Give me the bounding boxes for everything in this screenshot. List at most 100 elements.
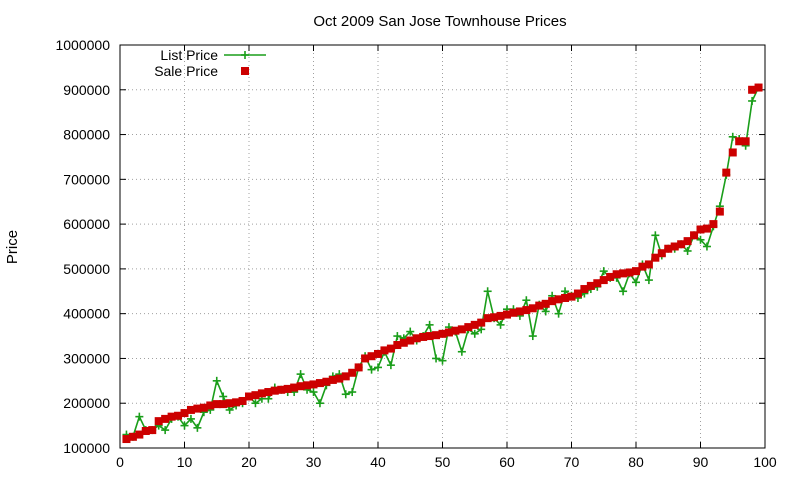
data-point xyxy=(296,382,305,391)
data-point xyxy=(380,346,389,355)
data-point xyxy=(212,400,221,409)
data-point xyxy=(245,392,253,401)
data-point xyxy=(438,356,447,365)
data-point xyxy=(509,308,518,317)
data-point xyxy=(412,334,421,343)
data-point xyxy=(322,377,331,386)
data-point xyxy=(296,370,305,379)
legend-label-list-price: List Price xyxy=(160,47,218,63)
data-point xyxy=(683,246,692,255)
data-point xyxy=(174,411,183,420)
data-point xyxy=(496,320,505,329)
data-point xyxy=(515,307,524,316)
data-point xyxy=(593,279,602,288)
data-point xyxy=(167,412,176,421)
data-point xyxy=(406,336,415,345)
x-tick-label: 0 xyxy=(116,454,124,470)
data-point xyxy=(186,414,195,423)
x-tick-label: 60 xyxy=(499,454,515,470)
data-point xyxy=(612,270,621,279)
legend-swatch-marker xyxy=(241,51,249,59)
y-tick-label: 500000 xyxy=(63,261,110,277)
legend-label-sale-price: Sale Price xyxy=(154,63,218,79)
data-point xyxy=(335,374,344,383)
data-point xyxy=(251,391,260,400)
data-point xyxy=(386,344,395,353)
data-point xyxy=(696,235,705,244)
data-point xyxy=(425,320,434,329)
data-point xyxy=(264,394,273,403)
data-point xyxy=(225,405,234,414)
series-sale-price xyxy=(122,83,763,444)
series-line xyxy=(126,87,760,438)
data-point xyxy=(457,325,466,334)
data-point xyxy=(619,287,628,296)
data-point xyxy=(664,244,673,253)
data-point xyxy=(470,329,479,338)
data-point xyxy=(219,392,228,401)
data-point xyxy=(477,318,486,327)
y-axis-label: Price xyxy=(4,230,21,264)
data-point xyxy=(677,240,686,249)
data-point xyxy=(315,399,324,408)
data-point xyxy=(541,307,550,316)
data-point xyxy=(735,137,744,146)
data-point xyxy=(606,272,615,281)
x-tick-label: 70 xyxy=(564,454,580,470)
data-point xyxy=(741,137,750,146)
data-point xyxy=(180,421,189,430)
x-tick-label: 30 xyxy=(306,454,322,470)
data-point xyxy=(393,341,402,350)
data-point xyxy=(496,311,505,320)
x-tick-label: 80 xyxy=(628,454,644,470)
axis-ticks: 0 10 20 30 40 50 60 70 80 90 100 100000 200000 300000… xyxy=(55,37,776,470)
data-point xyxy=(186,405,195,414)
data-point xyxy=(522,296,531,305)
y-tick-label: 300000 xyxy=(63,350,110,366)
data-point xyxy=(290,383,299,392)
data-point xyxy=(161,414,170,423)
data-point xyxy=(632,278,640,287)
data-point xyxy=(625,268,634,277)
data-point xyxy=(573,289,582,298)
data-point xyxy=(651,253,660,262)
x-tick-label: 100 xyxy=(753,454,777,470)
data-point xyxy=(619,269,628,278)
data-point xyxy=(199,403,208,412)
data-point xyxy=(161,426,170,435)
data-point xyxy=(599,276,608,285)
data-point xyxy=(561,293,570,302)
data-point xyxy=(206,401,215,410)
data-point xyxy=(748,96,757,105)
x-tick-label: 50 xyxy=(435,454,451,470)
data-point xyxy=(135,412,144,421)
y-tick-label: 200000 xyxy=(63,395,110,411)
x-tick-label: 40 xyxy=(370,454,386,470)
data-point xyxy=(232,398,241,407)
data-point xyxy=(309,380,318,389)
data-point xyxy=(477,325,486,334)
y-tick-label: 800000 xyxy=(63,127,110,143)
x-tick-label: 20 xyxy=(241,454,257,470)
data-point xyxy=(406,327,415,336)
data-point xyxy=(193,423,202,432)
data-point xyxy=(464,323,473,332)
data-point xyxy=(554,309,563,318)
data-point xyxy=(657,249,666,258)
data-point xyxy=(341,372,350,381)
data-point xyxy=(554,295,563,304)
data-point xyxy=(503,310,511,319)
data-point xyxy=(567,292,576,301)
data-point xyxy=(270,386,279,395)
data-point xyxy=(309,388,318,397)
y-tick-label: 400000 xyxy=(63,306,110,322)
data-point xyxy=(122,435,131,444)
data-point xyxy=(754,83,763,92)
data-point xyxy=(361,354,370,363)
data-point xyxy=(644,276,653,285)
series-layer xyxy=(122,83,763,444)
data-point xyxy=(541,299,550,308)
x-tick-label: 10 xyxy=(177,454,193,470)
data-point xyxy=(251,399,260,408)
data-point xyxy=(348,368,357,377)
